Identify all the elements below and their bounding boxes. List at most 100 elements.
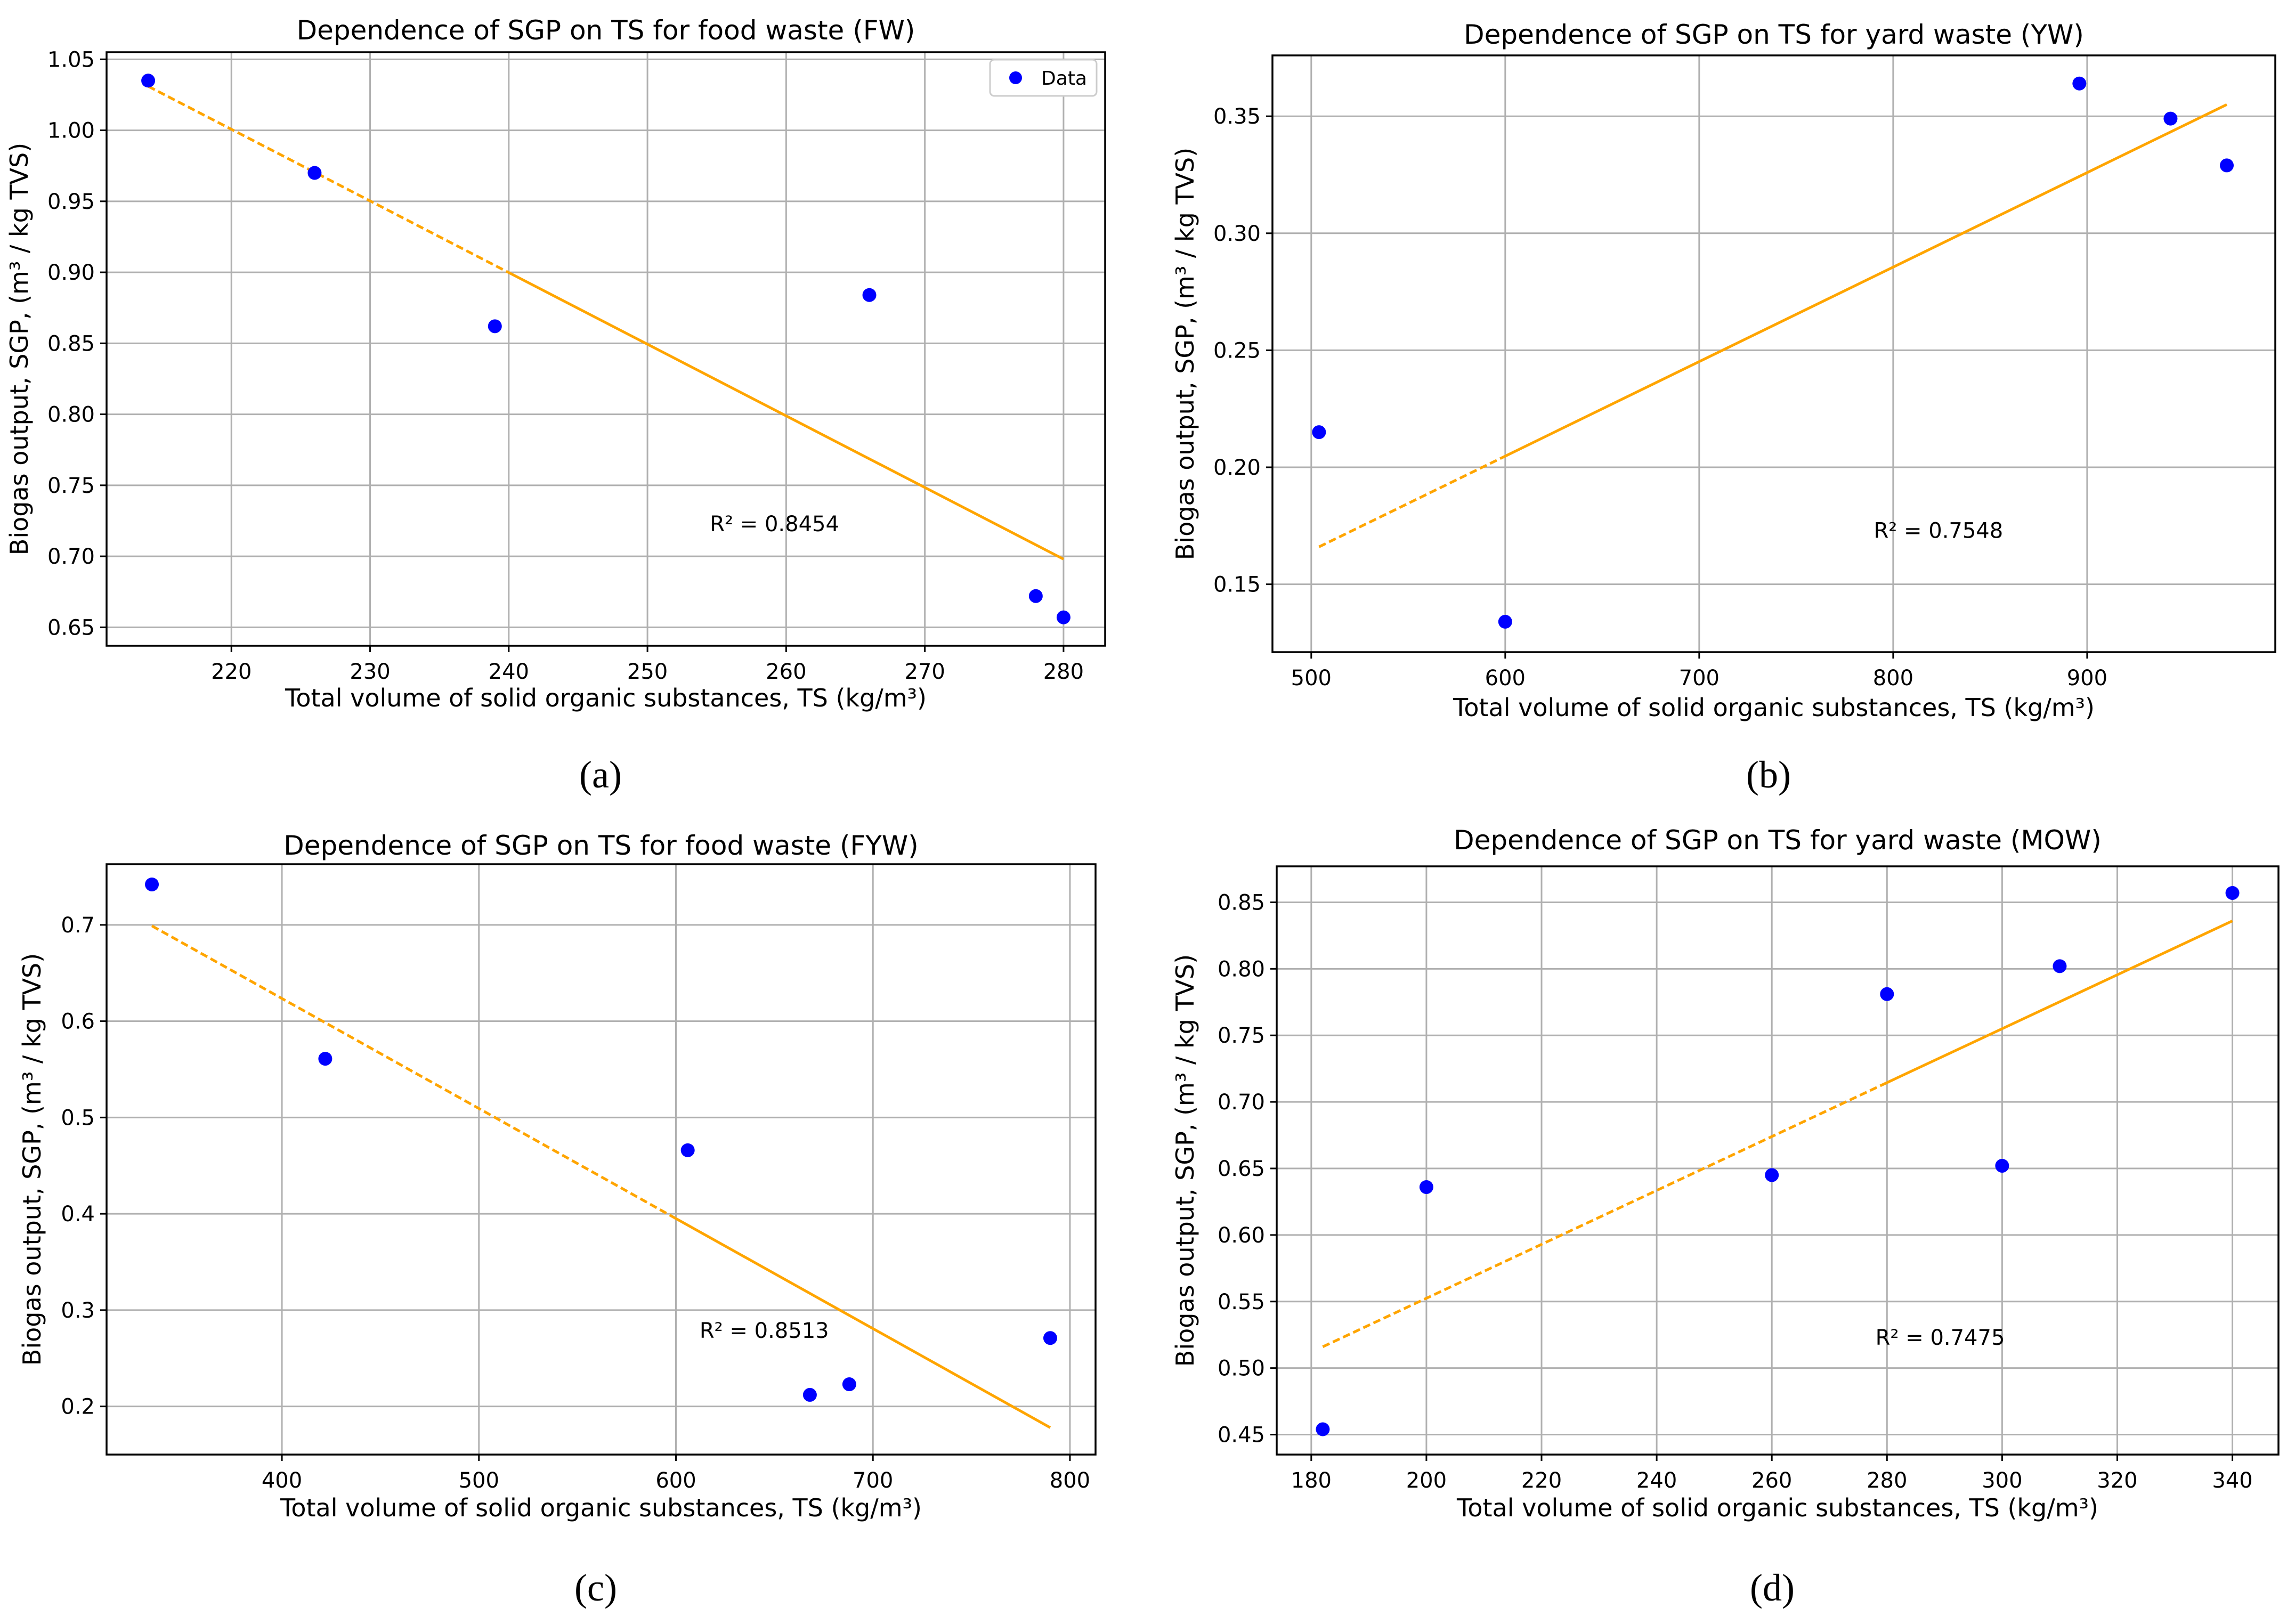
x-tick-label: 220 <box>211 660 252 684</box>
data-point <box>1312 425 1326 440</box>
data-point <box>2225 886 2240 900</box>
fit-line-solid <box>675 1217 1051 1429</box>
chart-panel-b: 500 600 700 800 900 0.15 0.20 0.25 0.30 0.35 Depen… <box>1171 19 2276 796</box>
y-tick-label: 0.70 <box>47 545 95 569</box>
y-tick-label: 0.4 <box>61 1202 95 1227</box>
x-axis-label: Total volume of solid organic substances… <box>1456 1493 2098 1522</box>
y-tick-label: 0.65 <box>47 615 95 640</box>
x-tick-label: 600 <box>655 1468 696 1493</box>
panel-label: (b) <box>1746 753 1791 796</box>
data-point <box>2219 158 2234 173</box>
data-point <box>1419 1180 1433 1194</box>
x-tick-label: 340 <box>2212 1468 2252 1493</box>
chart-title: Dependence of SGP on TS for yard waste (… <box>1454 825 2102 856</box>
x-tick-label: 400 <box>262 1468 302 1493</box>
data-point <box>1043 1331 1057 1345</box>
x-tick-label: 320 <box>2097 1468 2137 1493</box>
chart-title: Dependence of SGP on TS for food waste (… <box>297 15 915 46</box>
y-tick-label: 0.80 <box>47 403 95 427</box>
data-point <box>2072 76 2087 91</box>
fit-line-dashed <box>1322 1081 1888 1348</box>
data-point <box>318 1052 332 1066</box>
chart-title: Dependence of SGP on TS for yard waste (… <box>1464 19 2084 50</box>
y-tick-label: 0.65 <box>1218 1157 1265 1181</box>
x-tick-label: 240 <box>1636 1468 1677 1493</box>
fit-line-solid <box>1886 920 2233 1084</box>
data-point <box>1498 614 1512 629</box>
y-tick-label: 0.70 <box>1218 1090 1265 1115</box>
data-point <box>1028 589 1043 603</box>
data-point <box>2053 959 2067 973</box>
y-axis-label: Biogas output, SGP, (m³ / kg TVS) <box>1171 954 1199 1367</box>
plot-frame <box>106 863 1097 1456</box>
y-tick-label: 0.85 <box>1218 890 1265 915</box>
data-point <box>1880 987 1894 1001</box>
x-axis-label: Total volume of solid organic substances… <box>1453 693 2095 722</box>
r-squared-annotation: R² = 0.7548 <box>1874 519 2003 543</box>
y-tick-label: 0.25 <box>1213 338 1261 363</box>
x-tick-label: 260 <box>766 660 806 684</box>
x-tick-label: 800 <box>1873 666 1913 691</box>
y-tick-label: 0.80 <box>1218 957 1265 981</box>
y-tick-label: 0.35 <box>1213 104 1261 129</box>
data-point <box>141 74 156 88</box>
x-tick-label: 700 <box>1679 666 1720 691</box>
chart-panel-a: 220 230 240 250 260 270 280 0.65 0.70 0.75 0.80 0.8… <box>5 15 1106 796</box>
y-tick-label: 0.3 <box>61 1298 95 1323</box>
data-point <box>1765 1168 1779 1182</box>
x-tick-label: 600 <box>1485 666 1526 691</box>
y-tick-label: 1.00 <box>47 119 95 143</box>
x-tick-label: 200 <box>1406 1468 1447 1493</box>
x-tick-label: 180 <box>1291 1468 1332 1493</box>
chart-panel-d: 180 200 220 240 260 280 300 320 340 0.45 0.50 0.55 0… <box>1171 825 2280 1609</box>
y-tick-label: 0.5 <box>61 1106 95 1130</box>
legend-marker <box>1009 71 1022 84</box>
data-point <box>307 166 322 180</box>
y-tick-label: 0.85 <box>47 331 95 356</box>
fit-line-solid <box>1504 103 2228 458</box>
x-tick-label: 500 <box>1291 666 1332 691</box>
y-tick-label: 0.7 <box>61 913 95 938</box>
x-tick-label: 240 <box>489 660 529 684</box>
legend: Data <box>989 59 1098 97</box>
plot-frame <box>106 51 1106 647</box>
panel-label: (d) <box>1750 1566 1795 1609</box>
y-tick-label: 1.05 <box>47 47 95 72</box>
x-axis-label: Total volume of solid organic substances… <box>285 684 927 712</box>
r-squared-annotation: R² = 0.8513 <box>700 1319 829 1343</box>
x-tick-label: 260 <box>1751 1468 1792 1493</box>
x-tick-label: 230 <box>350 660 390 684</box>
data-point <box>680 1143 695 1157</box>
y-tick-label: 0.15 <box>1213 573 1261 597</box>
x-tick-label: 800 <box>1050 1468 1090 1493</box>
chart-panel-c: 400 500 600 700 800 0.2 0.3 0.4 0.5 0.6 0.7 Depende… <box>18 830 1097 1609</box>
fit-line-dashed <box>1318 454 1506 548</box>
y-tick-label: 0.60 <box>1218 1223 1265 1248</box>
x-tick-label: 250 <box>627 660 668 684</box>
legend-box <box>989 59 1098 97</box>
y-tick-label: 0.75 <box>1218 1024 1265 1048</box>
data-point <box>2163 111 2178 126</box>
y-tick-label: 0.90 <box>47 261 95 285</box>
y-tick-label: 0.45 <box>1218 1423 1265 1448</box>
data-point <box>802 1387 817 1402</box>
y-tick-label: 0.95 <box>47 190 95 214</box>
y-tick-label: 0.55 <box>1218 1290 1265 1314</box>
y-tick-label: 0.75 <box>47 474 95 498</box>
x-tick-label: 500 <box>459 1468 499 1493</box>
fit-line-dashed <box>151 924 677 1220</box>
data-point <box>488 319 502 334</box>
y-tick-label: 0.20 <box>1213 456 1261 480</box>
x-tick-label: 300 <box>1982 1468 2022 1493</box>
y-tick-label: 0.30 <box>1213 222 1261 246</box>
fit-line-solid <box>508 271 1065 561</box>
data-point <box>1056 610 1070 624</box>
y-tick-label: 0.6 <box>61 1010 95 1034</box>
y-tick-label: 0.50 <box>1218 1357 1265 1381</box>
chart-title: Dependence of SGP on TS for food waste (… <box>283 830 918 861</box>
y-tick-label: 0.2 <box>61 1395 95 1419</box>
panel-label: (c) <box>574 1566 617 1609</box>
x-tick-label: 280 <box>1043 660 1084 684</box>
y-axis-label: Biogas output, SGP, (m³ / kg TVS) <box>5 143 34 555</box>
